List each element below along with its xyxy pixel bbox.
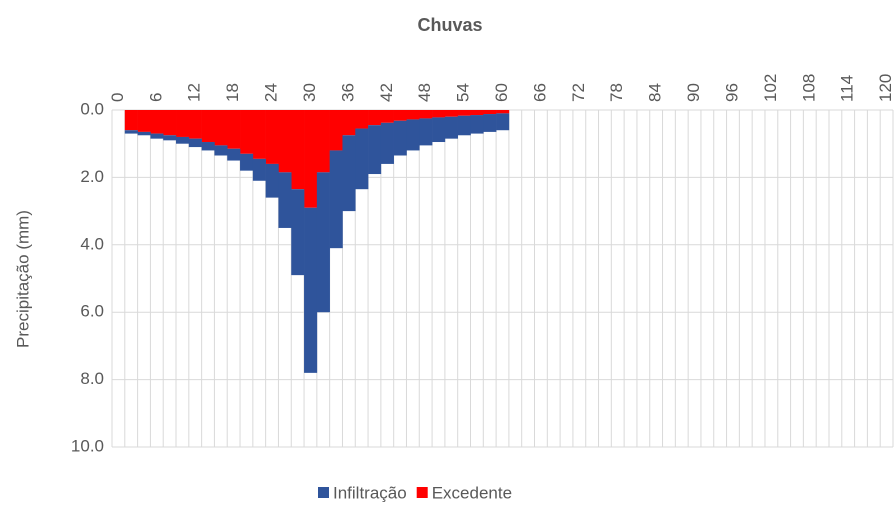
x-tick-label: 12 (185, 83, 204, 102)
bar-segment (432, 110, 446, 118)
bar-segment (176, 110, 190, 137)
bar-segment (214, 110, 228, 146)
bar-segment (240, 110, 254, 154)
bar-segment (278, 110, 292, 173)
y-tick-label: 0.0 (80, 99, 104, 118)
bar-segment (150, 133, 164, 139)
y-axis-title: Precipitação (mm) (13, 210, 32, 348)
bar-segment (393, 110, 407, 121)
bar-segment (406, 119, 420, 151)
bar-segment (355, 128, 369, 190)
bar-segment (393, 120, 407, 156)
bar-segment (240, 153, 254, 171)
bar-segment (265, 110, 279, 164)
x-tick-label: 18 (223, 83, 242, 102)
bar-segment (380, 110, 394, 123)
bar-segment (444, 110, 458, 117)
bar-segment (457, 115, 471, 136)
legend-swatch (318, 487, 329, 498)
bar-segment (252, 110, 266, 159)
y-tick-label: 6.0 (80, 302, 104, 321)
bar-segment (355, 110, 369, 129)
x-tick-label: 66 (530, 83, 549, 102)
y-tick-label: 4.0 (80, 234, 104, 253)
bar-segment (304, 110, 318, 208)
bar-segment (201, 110, 215, 143)
x-tick-label: 108 (799, 74, 818, 102)
x-tick-label: 54 (454, 83, 473, 102)
bar-segment (201, 142, 215, 151)
y-tick-label: 8.0 (80, 369, 104, 388)
bar-segment (163, 110, 177, 136)
bar-segment (291, 189, 305, 276)
bar-segment (419, 110, 433, 119)
legend-swatch (416, 487, 428, 498)
bar-segment (432, 117, 446, 143)
bar-segment (483, 114, 497, 132)
x-tick-label: 6 (146, 93, 165, 102)
bar-segment (342, 110, 356, 136)
bar-segment (137, 131, 151, 136)
x-tick-label: 36 (338, 83, 357, 102)
y-tick-label: 10.0 (71, 436, 104, 455)
bar-segment (496, 113, 510, 131)
bar-segment (252, 158, 266, 181)
bar-segment (380, 122, 394, 164)
bar-segment (227, 148, 241, 161)
bar-segment (316, 110, 330, 173)
bar-segment (188, 110, 202, 139)
bar-segment (176, 136, 190, 144)
bar-segment (496, 110, 510, 114)
bar-segment (214, 145, 228, 156)
bar-segment (304, 207, 318, 373)
bar-segment (444, 116, 458, 139)
bar-segment (329, 110, 343, 151)
x-tick-label: 78 (607, 83, 626, 102)
bar-segment (265, 163, 279, 198)
bar-segment (342, 135, 356, 212)
legend-label: Excedente (432, 483, 512, 502)
bar-segment (368, 125, 382, 175)
x-tick-label: 102 (761, 74, 780, 102)
x-tick-label: 90 (684, 83, 703, 102)
x-tick-label: 96 (722, 83, 741, 102)
bar-segment (150, 110, 164, 134)
x-tick-label: 24 (262, 83, 281, 102)
x-tick-label: 30 (300, 83, 319, 102)
bar-segment (124, 110, 138, 131)
x-tick-label: 60 (492, 83, 511, 102)
x-tick-label: 42 (377, 83, 396, 102)
legend-label: Infiltração (333, 483, 407, 502)
bar-segment (470, 110, 484, 116)
bar-segment (137, 110, 151, 132)
bar-segment (227, 110, 241, 149)
bar-segment (483, 110, 497, 115)
bar-segment (368, 110, 382, 126)
bar-segment (470, 115, 484, 134)
chart-title: Chuvas (417, 15, 482, 35)
x-tick-label: 114 (838, 75, 857, 102)
bar-segment (406, 110, 420, 120)
bar-segment (188, 138, 202, 148)
y-tick-label: 2.0 (80, 167, 104, 186)
x-tick-label: 72 (569, 83, 588, 102)
bar-segment (329, 150, 343, 249)
x-tick-label: 48 (415, 83, 434, 102)
bar-segment (419, 118, 433, 146)
x-tick-label: 0 (108, 93, 127, 102)
bar-segment (163, 135, 177, 141)
bar-segment (124, 130, 138, 134)
bar-segment (457, 110, 471, 116)
x-tick-label: 120 (876, 74, 895, 102)
bar-segment (316, 172, 330, 313)
bar-segment (278, 172, 292, 228)
bar-segment (291, 110, 305, 190)
x-tick-label: 84 (646, 83, 665, 102)
